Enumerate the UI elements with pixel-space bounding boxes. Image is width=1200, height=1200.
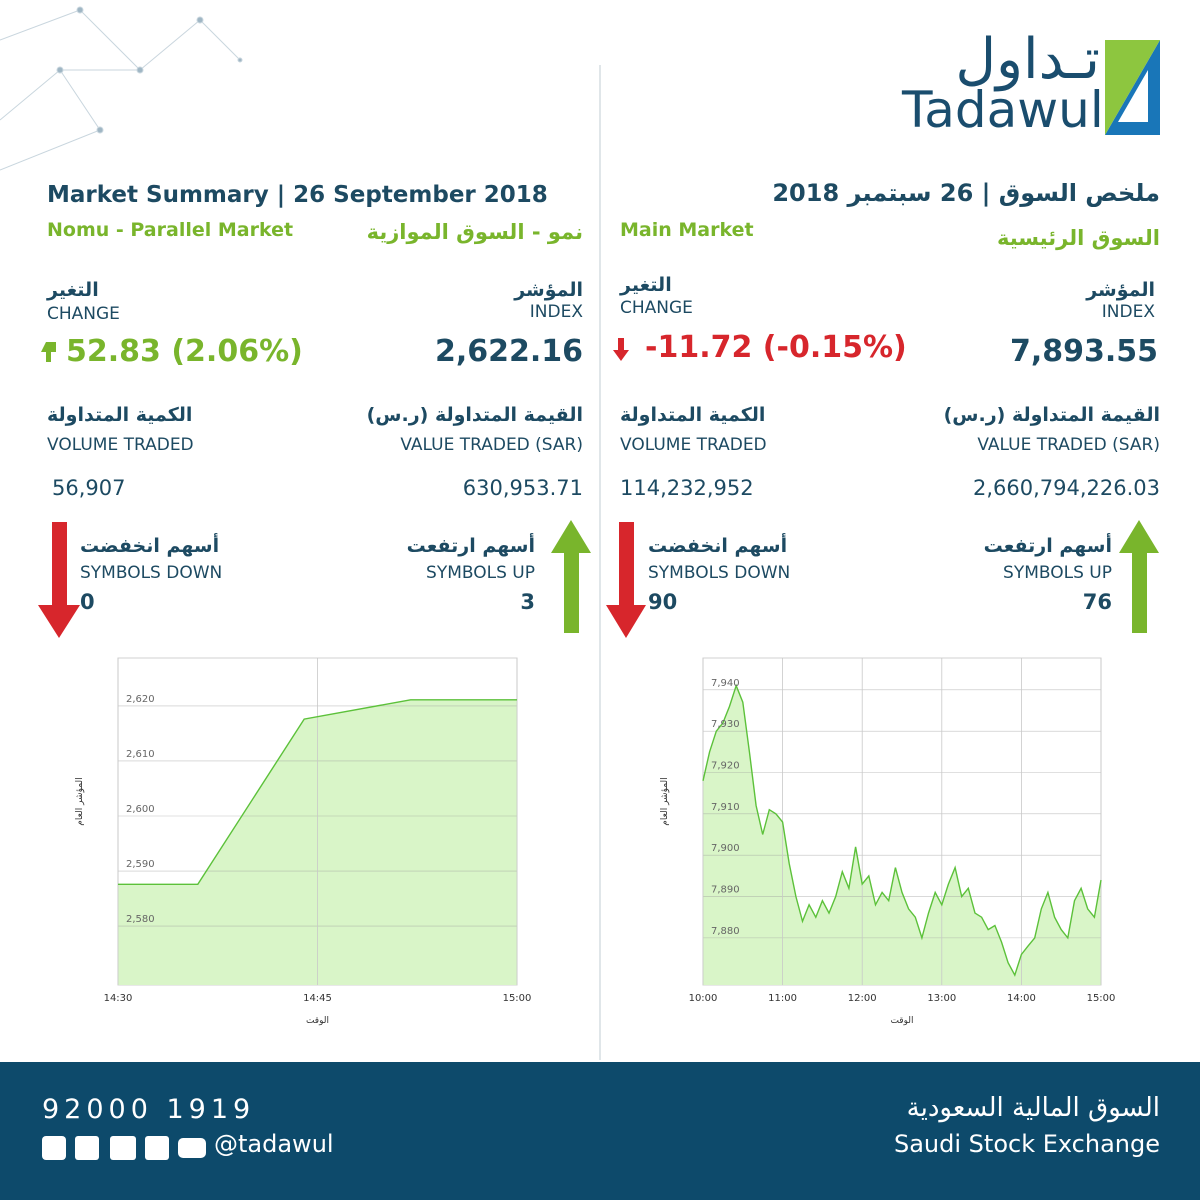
y-tick-label: 7,920 [711, 761, 740, 772]
label: INDEX [1101, 302, 1155, 322]
symbols-up: 3 [520, 590, 535, 614]
label-ar: أسهم انخفضت [648, 535, 788, 557]
x-tick-label: 13:00 [927, 993, 956, 1004]
handle[interactable]: @tadawul [214, 1130, 334, 1158]
x-tick-label: 12:00 [848, 993, 877, 1004]
chart: 2,580 2,590 2,600 2,610 2,620 14:30 14:45 15:00… [75, 657, 532, 1026]
market-name: Nomu - Parallel Market [47, 219, 294, 241]
y-tick-label: 2,600 [126, 804, 155, 815]
label-ar: الكمية المتداولة [47, 404, 193, 426]
arrow-down [613, 338, 629, 361]
label-ar: أسهم ارتفعت [983, 535, 1112, 557]
line [118, 699, 517, 885]
y-tick-label: 7,900 [711, 843, 740, 854]
y-tick-label: 7,910 [711, 802, 740, 813]
y-tick-label: 7,880 [711, 926, 740, 937]
label: VALUE TRADED (SAR) [977, 435, 1160, 455]
label-ar: القيمة المتداولة (ر.س) [366, 404, 583, 426]
symbols-up: 76 [1082, 590, 1112, 614]
market-name: Main Market [620, 219, 754, 241]
value-traded: 630,953.71 [462, 476, 583, 500]
volume-value: 56,907 [52, 476, 126, 500]
label-ar: المؤشر [1086, 279, 1155, 301]
label: VOLUME TRADED [47, 435, 194, 455]
y-tick-label: 2,580 [126, 914, 155, 925]
title: ملخص السوق | 26 سبتمبر 2018 [772, 179, 1160, 207]
chart: 7,880 7,890 7,900 7,910 7,920 7,930 7,940 10:00… [660, 657, 1116, 1026]
arrow-up [41, 342, 56, 362]
label: CHANGE [47, 304, 120, 324]
label: SYMBOLS UP [426, 563, 535, 583]
x-tick-label: 15:00 [503, 993, 532, 1004]
x-axis-label: الوقت [306, 1016, 329, 1026]
value-traded: 2,660,794,226.03 [972, 476, 1160, 500]
label-ar: التغير [620, 274, 672, 296]
y-tick-label: 7,930 [711, 719, 740, 730]
x-axis-label: الوقت [890, 1016, 913, 1026]
line [702, 683, 1102, 977]
x-tick-label: 14:30 [104, 993, 133, 1004]
y-axis-label: المؤشر العام [75, 777, 85, 825]
logo-latin: Tadawul [902, 81, 1104, 139]
x-tick-label: 14:45 [303, 993, 332, 1004]
logo-arabic: تـداول [955, 27, 1100, 92]
label-ar: القيمة المتداولة (ر.س) [943, 404, 1160, 426]
y-tick-label: 2,590 [126, 859, 155, 870]
arrow-up [1119, 520, 1159, 633]
label-ar: الكمية المتداولة [620, 404, 766, 426]
y-tick-label: 7,890 [711, 885, 740, 896]
arrow-down [606, 522, 646, 638]
x-tick-label: 15:00 [1087, 993, 1116, 1004]
label: SYMBOLS DOWN [648, 563, 791, 583]
index-value: 2,622.16 [434, 334, 583, 369]
label-ar: أسهم ارتفعت [406, 535, 535, 557]
phone: 92000 1919 [42, 1094, 256, 1125]
y-tick-label: 2,620 [126, 694, 155, 705]
x-tick-label: 14:00 [1007, 993, 1036, 1004]
index-value: 7,893.55 [1009, 334, 1158, 369]
exchange-name: Saudi Stock Exchange [893, 1130, 1160, 1158]
arrow-down [38, 522, 80, 638]
label: VOLUME TRADED [620, 435, 767, 455]
y-tick-label: 7,940 [711, 678, 740, 689]
footer-band [0, 1062, 1200, 1200]
symbols-down: 0 [80, 590, 95, 614]
volume-value: 114,232,952 [620, 476, 754, 500]
label-ar: أسهم انخفضت [80, 535, 220, 557]
label: CHANGE [620, 298, 693, 318]
x-tick-label: 11:00 [768, 993, 797, 1004]
social-icons[interactable] [42, 1136, 206, 1160]
title: Market Summary | 26 September 2018 [47, 182, 548, 208]
change-value: 52.83 (2.06%) [66, 334, 303, 369]
label: SYMBOLS UP [1003, 563, 1112, 583]
arrow-up [551, 520, 591, 633]
logo-icon [1105, 40, 1160, 135]
y-axis-label: المؤشر العام [660, 777, 670, 825]
label: VALUE TRADED (SAR) [400, 435, 583, 455]
label-ar: التغير [47, 279, 99, 301]
label: INDEX [529, 302, 583, 322]
market-name-ar: نمو - السوق الموازية [366, 220, 583, 244]
label-ar: المؤشر [514, 279, 583, 301]
market-name-ar: السوق الرئيسية [997, 226, 1160, 250]
exchange-name-ar: السوق المالية السعودية [906, 1093, 1160, 1123]
x-tick-label: 10:00 [689, 993, 718, 1004]
label: SYMBOLS DOWN [80, 563, 223, 583]
decor-network [0, 6, 243, 171]
y-tick-label: 2,610 [126, 749, 155, 760]
symbols-down: 90 [648, 590, 678, 614]
change-value: -11.72 (-0.15%) [645, 330, 907, 365]
